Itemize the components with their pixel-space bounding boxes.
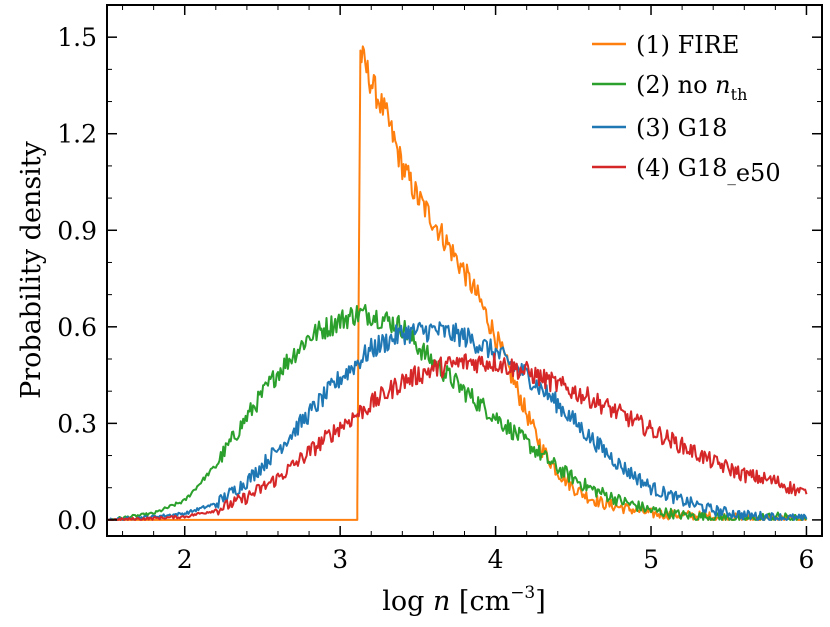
- y-tick-label: 0.0: [57, 506, 97, 535]
- legend-label-fire: (1) FIRE: [636, 31, 739, 59]
- x-tick-label: 3: [332, 545, 348, 574]
- y-tick-label: 0.3: [57, 409, 97, 438]
- series-layer: [107, 45, 808, 521]
- legend-label-g18-e50: (4) G18_e50: [636, 154, 781, 187]
- ticks-layer: 2 3 4 5 6 0.0 0.3 0.6 0.9 1.2 1.5: [57, 4, 822, 574]
- legend: (1) FIRE (2) no nth (3) G18 (4) G18_e50: [592, 31, 781, 187]
- x-tick-label: 4: [488, 545, 504, 574]
- x-axis-title-close: ]: [535, 586, 546, 617]
- y-tick-label: 1.2: [57, 120, 97, 149]
- y-axis-title: Probability density: [16, 140, 47, 399]
- x-tick-label: 6: [799, 545, 815, 574]
- x-tick-label: 2: [177, 545, 193, 574]
- legend-label-g18: (3) G18: [636, 114, 727, 142]
- x-tick-label: 5: [643, 545, 659, 574]
- x-axis-title-exponent: −3: [510, 583, 535, 603]
- x-axis-title-units: [cm: [450, 586, 510, 617]
- y-tick-label: 0.6: [57, 313, 97, 342]
- y-tick-label: 1.5: [57, 23, 97, 52]
- series-line-2: [107, 321, 808, 521]
- x-axis-title-var: n: [433, 586, 450, 617]
- x-axis-title-prefix: log: [382, 586, 433, 617]
- x-axis-title: log n [cm−3]: [382, 583, 546, 617]
- y-tick-label: 0.9: [57, 216, 97, 245]
- series-line-1: [107, 304, 808, 521]
- legend-label-no-nth: (2) no nth: [636, 71, 747, 104]
- series-line-3: [107, 352, 808, 521]
